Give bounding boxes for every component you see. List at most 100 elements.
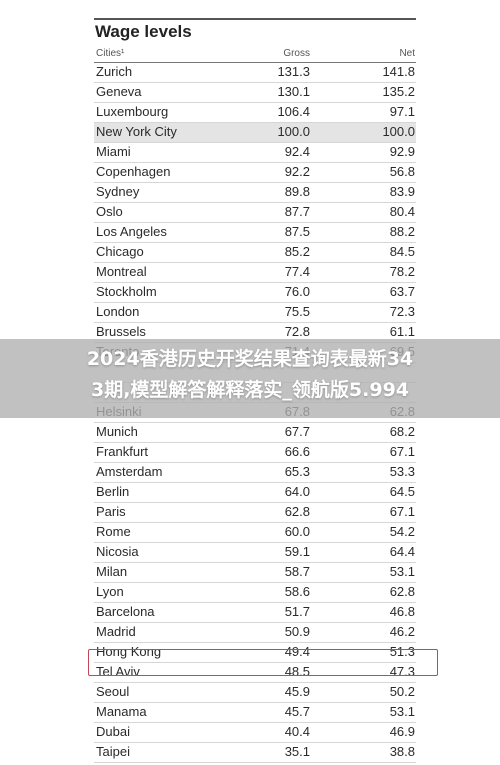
table-row: Hong Kong 49.4 51.3 [94, 643, 416, 663]
header-rule [94, 62, 416, 63]
table-row: Los Angeles 87.5 88.2 [94, 223, 416, 243]
city-cell: Chicago [96, 244, 144, 259]
gross-cell: 131.3 [277, 64, 310, 79]
city-cell: Miami [96, 144, 131, 159]
table-row: Sydney 89.8 83.9 [94, 183, 416, 203]
city-cell: Hong Kong [96, 644, 162, 659]
city-cell: Manama [96, 704, 147, 719]
net-cell: 53.1 [389, 704, 415, 719]
gross-cell: 72.8 [284, 324, 310, 339]
column-header-cities: Cities¹ [96, 48, 125, 59]
city-cell: New York City [96, 124, 177, 139]
table-row: Paris 62.8 67.1 [94, 503, 416, 523]
table-row: Luxembourg 106.4 97.1 [94, 103, 416, 123]
net-cell: 38.8 [389, 744, 415, 759]
gross-cell: 89.8 [284, 184, 310, 199]
city-cell: Paris [96, 504, 126, 519]
table-row: Oslo 87.7 80.4 [94, 203, 416, 223]
net-cell: 72.3 [389, 304, 415, 319]
table-row: Rome 60.0 54.2 [94, 523, 416, 543]
city-cell: Oslo [96, 204, 123, 219]
table-row: Barcelona 51.7 46.8 [94, 603, 416, 623]
table-row: Frankfurt 66.6 67.1 [94, 443, 416, 463]
net-cell: 51.3 [389, 644, 415, 659]
net-cell: 92.9 [389, 144, 415, 159]
table-row: Taipei 35.1 38.8 [94, 743, 416, 763]
gross-cell: 45.9 [284, 684, 310, 699]
city-cell: Munich [96, 424, 138, 439]
table-row: Munich 67.7 68.2 [94, 423, 416, 443]
net-cell: 53.3 [389, 464, 415, 479]
net-cell: 63.7 [389, 284, 415, 299]
gross-cell: 35.1 [284, 744, 310, 759]
table-title: Wage levels [95, 22, 192, 41]
city-cell: Barcelona [96, 604, 155, 619]
city-cell: Zurich [96, 64, 133, 79]
net-cell: 88.2 [389, 224, 415, 239]
table-row: Copenhagen 92.2 56.8 [94, 163, 416, 183]
column-header-net: Net [399, 48, 415, 59]
city-cell: Lyon [96, 584, 124, 599]
net-cell: 64.4 [389, 544, 415, 559]
net-cell: 141.8 [382, 64, 415, 79]
net-cell: 53.1 [389, 564, 415, 579]
city-cell: Brussels [96, 324, 146, 339]
table-row: Nicosia 59.1 64.4 [94, 543, 416, 563]
city-cell: Dubai [96, 724, 130, 739]
city-cell: Sydney [96, 184, 140, 199]
net-cell: 64.5 [389, 484, 415, 499]
table-row: Stockholm 76.0 63.7 [94, 283, 416, 303]
net-cell: 62.8 [389, 584, 415, 599]
table-row: New York City 100.0 100.0 [94, 123, 416, 143]
net-cell: 67.1 [389, 504, 415, 519]
gross-cell: 77.4 [284, 264, 310, 279]
net-cell: 84.5 [389, 244, 415, 259]
watermark-line-2: 3期,模型解答解释落实_领航版5.994 [90, 379, 410, 401]
gross-cell: 58.7 [284, 564, 310, 579]
gross-cell: 130.1 [277, 84, 310, 99]
net-cell: 67.1 [389, 444, 415, 459]
gross-cell: 67.7 [284, 424, 310, 439]
watermark-text: 2024香港历史开奖结果查询表最新34 3期,模型解答解释落实_领航版5.994 [0, 344, 500, 406]
net-cell: 54.2 [389, 524, 415, 539]
table-row: Montreal 77.4 78.2 [94, 263, 416, 283]
net-cell: 83.9 [389, 184, 415, 199]
gross-cell: 50.9 [284, 624, 310, 639]
table-row: Madrid 50.9 46.2 [94, 623, 416, 643]
table-row: Zurich 131.3 141.8 [94, 63, 416, 83]
gross-cell: 49.4 [284, 644, 310, 659]
watermark-band [0, 339, 500, 418]
gross-cell: 40.4 [284, 724, 310, 739]
top-rule [94, 18, 416, 20]
gross-cell: 62.8 [284, 504, 310, 519]
gross-cell: 100.0 [277, 124, 310, 139]
gross-cell: 66.6 [284, 444, 310, 459]
net-cell: 78.2 [389, 264, 415, 279]
city-cell: Berlin [96, 484, 130, 499]
city-cell: Madrid [96, 624, 136, 639]
table-row: Berlin 64.0 64.5 [94, 483, 416, 503]
gross-cell: 85.2 [284, 244, 310, 259]
gross-cell: 92.2 [284, 164, 310, 179]
net-cell: 61.1 [389, 324, 415, 339]
city-cell: Montreal [96, 264, 147, 279]
table-row: Geneva 130.1 135.2 [94, 83, 416, 103]
city-cell: Seoul [96, 684, 130, 699]
net-cell: 46.2 [389, 624, 415, 639]
gross-cell: 45.7 [284, 704, 310, 719]
gross-cell: 60.0 [284, 524, 310, 539]
gross-cell: 106.4 [277, 104, 310, 119]
net-cell: 46.8 [389, 604, 415, 619]
hong-kong-highlight-box [88, 649, 438, 676]
city-cell: Nicosia [96, 544, 139, 559]
gross-cell: 75.5 [284, 304, 310, 319]
gross-cell: 64.0 [284, 484, 310, 499]
table-row: Manama 45.7 53.1 [94, 703, 416, 723]
net-cell: 50.2 [389, 684, 415, 699]
net-cell: 135.2 [382, 84, 415, 99]
gross-cell: 76.0 [284, 284, 310, 299]
table-row: Amsterdam 65.3 53.3 [94, 463, 416, 483]
net-cell: 46.9 [389, 724, 415, 739]
gross-cell: 51.7 [284, 604, 310, 619]
city-cell: Frankfurt [96, 444, 149, 459]
